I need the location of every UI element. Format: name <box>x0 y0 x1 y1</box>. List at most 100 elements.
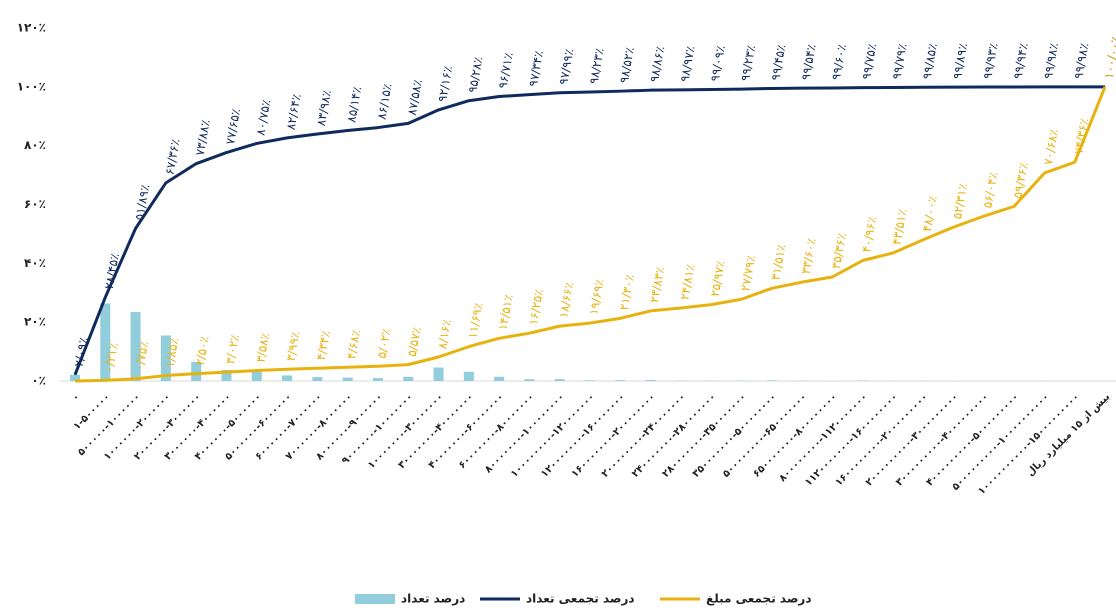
data-label: ۲۱/۳۰٪ <box>617 273 637 311</box>
data-label: ۰/۲۱٪ <box>102 342 121 374</box>
data-label: ۲۴/۸۱٪ <box>677 263 697 301</box>
data-label: ۲/۰۹٪ <box>72 336 91 368</box>
data-label: ۱/۸۵٪ <box>162 337 181 369</box>
data-label: ۹۲/۱۶٪ <box>435 65 455 103</box>
data-label: ۹۸/۸۶٪ <box>647 45 667 83</box>
data-label: ۹۵/۲۸٪ <box>465 56 485 94</box>
data-label: ۱۴/۵۱٪ <box>496 293 516 331</box>
bar <box>100 303 111 381</box>
bar <box>191 361 202 381</box>
data-label: ۶۷/۳۶٪ <box>162 138 182 176</box>
legend-swatch <box>355 594 395 604</box>
bar <box>160 335 171 381</box>
data-label: ۱۰۰/۰۰٪ <box>1102 35 1116 80</box>
data-label: ۹۹/۷۵٪ <box>859 43 879 81</box>
data-label: ۳/۹۹٪ <box>284 331 303 363</box>
data-label: ۳۱/۵۱٪ <box>768 243 788 281</box>
bar <box>312 377 323 381</box>
bar <box>282 375 293 381</box>
data-label: ۲۷/۷۹٪ <box>738 254 758 292</box>
bar <box>554 379 565 381</box>
bar <box>403 376 414 381</box>
bar <box>524 379 535 381</box>
data-label: ۸۵/۱۴٪ <box>344 86 364 124</box>
data-label: ۹۹/۹۸٪ <box>1041 42 1061 80</box>
data-label: ۸۳/۹۸٪ <box>314 89 334 127</box>
data-label: ۷۴/۳۶٪ <box>1071 117 1091 155</box>
data-label: ۵/۵۷٪ <box>405 326 424 358</box>
bar <box>372 378 383 381</box>
data-label: ۱۹/۶۹٪ <box>587 278 607 316</box>
data-label: ۲/۵۰٪ <box>193 335 212 367</box>
data-label: ۸/۱۶٪ <box>435 318 454 350</box>
y-tick-label: ۱۲۰٪ <box>17 21 46 35</box>
y-tick-label: ۲۰٪ <box>24 315 46 329</box>
data-label: ۵۶/۰۴٪ <box>980 171 1000 209</box>
y-tick-label: ۶۰٪ <box>24 197 46 211</box>
data-label: ۵۲/۳۱٪ <box>950 182 970 220</box>
data-label: ۴/۶۸٪ <box>344 329 363 361</box>
data-label: ۱۱/۶۹٪ <box>465 302 485 340</box>
bar <box>463 371 474 381</box>
y-tick-label: ۰٪ <box>31 374 46 388</box>
y-tick-label: ۴۰٪ <box>24 256 46 270</box>
bar <box>494 376 505 381</box>
line <box>73 85 1106 376</box>
legend-label: درصد تجمعی مبلغ <box>706 592 812 606</box>
data-label: ۹۹/۶۰٪ <box>829 43 849 81</box>
legend-label: درصد تعداد <box>401 592 465 606</box>
data-label: ۹۸/۲۳٪ <box>587 47 607 85</box>
data-label: ۷۳/۸۸٪ <box>193 119 213 157</box>
data-label: ۲۵/۹۷٪ <box>708 260 728 298</box>
data-label: ۹۹/۵۴٪ <box>799 43 819 81</box>
data-label: ۴۰/۹۶٪ <box>859 215 879 253</box>
data-label: ۴۳/۵۱٪ <box>890 208 910 246</box>
data-label: ۲۳/۸۳٪ <box>647 266 667 304</box>
legend-label: درصد تجمعی تعداد <box>526 592 635 606</box>
data-label: ۸۷/۵۸٪ <box>405 78 425 116</box>
data-label: ۳/۰۲٪ <box>223 333 242 365</box>
data-label: ۵۱/۸۹٪ <box>132 183 152 221</box>
data-label: ۹۷/۳۴٪ <box>526 50 546 88</box>
data-label: ۹۶/۷۱٪ <box>496 51 516 89</box>
bar <box>70 374 80 381</box>
data-label: ۳۵/۳۶٪ <box>829 232 849 270</box>
data-label: ۳/۵۸٪ <box>253 332 272 364</box>
y-tick-label: ۱۰۰٪ <box>17 79 46 93</box>
data-label: ۹۹/۸۹٪ <box>950 42 970 80</box>
bar <box>342 377 353 381</box>
data-label: ۲۸/۴۵٪ <box>102 252 122 290</box>
y-tick-label: ۸۰٪ <box>24 138 46 152</box>
data-label: ۹۹/۲۳٪ <box>738 44 758 82</box>
bar <box>251 371 262 381</box>
bar <box>433 367 444 381</box>
bar <box>615 380 626 381</box>
data-label: ۹۹/۷۹٪ <box>890 42 910 80</box>
data-label: ۹۹/۸۵٪ <box>920 42 940 80</box>
data-label: ۳۳/۶۰٪ <box>799 237 819 275</box>
bar <box>645 379 656 381</box>
x-tick-label: ۰ <box>70 391 82 403</box>
data-label: ۹۹/۹۴٪ <box>1011 42 1031 80</box>
data-label: ۸۶/۱۵٪ <box>375 83 395 121</box>
data-label: ۰/۷۵٪ <box>132 340 151 372</box>
data-label: ۹۸/۹۷٪ <box>677 45 697 83</box>
data-label: ۸۰/۷۵٪ <box>253 98 273 136</box>
data-label: ۹۷/۹۹٪ <box>556 48 576 86</box>
bar <box>221 369 232 381</box>
data-label: ۱۶/۲۵٪ <box>526 288 546 326</box>
line <box>74 86 1107 383</box>
data-label: ۱۸/۶۶٪ <box>556 281 576 319</box>
bar <box>130 312 141 381</box>
data-label: ۹۹/۹۸٪ <box>1071 42 1091 80</box>
data-label: ۹۹/۰۹٪ <box>708 44 728 82</box>
data-label: ۷۷/۶۵٪ <box>223 108 243 146</box>
data-label: ۵/۰۲٪ <box>375 328 394 360</box>
data-label: ۹۹/۴۵٪ <box>768 43 788 81</box>
data-label: ۹۸/۵۲٪ <box>617 46 637 84</box>
data-label: ۴۸/۰۰٪ <box>920 195 940 233</box>
data-label: ۹۹/۹۳٪ <box>980 42 1000 80</box>
data-label: ۴/۳۴٪ <box>314 330 333 362</box>
data-label: ۷۰/۶۸٪ <box>1041 128 1061 166</box>
